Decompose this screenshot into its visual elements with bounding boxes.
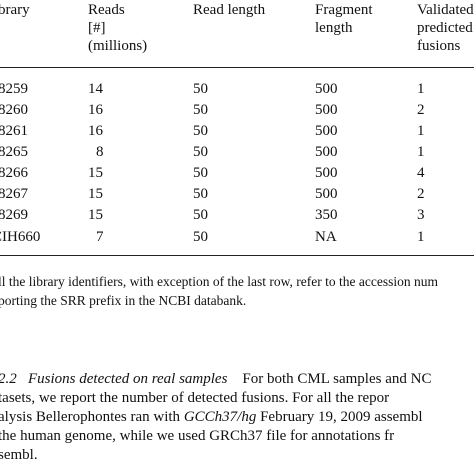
cell-fusions: 2	[417, 186, 425, 202]
cell-fusions: 1	[417, 229, 425, 245]
cell-fragment-length: 500	[315, 81, 338, 97]
cell-reads: 16	[88, 123, 103, 139]
cell-read-length: 50	[193, 207, 208, 223]
cell-library: 8261	[0, 123, 28, 139]
table-bottom-rule	[0, 255, 474, 256]
cell-fragment-length: 500	[315, 123, 338, 139]
cell-fusions: 4	[417, 165, 425, 181]
header-fragment-length: Fragment length	[315, 2, 373, 36]
section-heading-line: 2.2 Fusions detected on real samples For…	[0, 370, 474, 389]
cell-library: 8265	[0, 144, 28, 160]
cell-fragment-length: 350	[315, 207, 338, 223]
cell-reads: 7	[96, 229, 104, 245]
cell-reads: 16	[88, 102, 103, 118]
cell-fragment-length: 500	[315, 102, 338, 118]
cell-reads: 8	[96, 144, 104, 160]
cell-fragment-length: 500	[315, 165, 338, 181]
cell-fusions: 3	[417, 207, 425, 223]
section-paragraph: 2.2 Fusions detected on real samples For…	[0, 370, 474, 465]
cell-library: 8269	[0, 207, 28, 223]
cell-read-length: 50	[193, 144, 208, 160]
cell-reads: 14	[88, 81, 103, 97]
header-library: brary	[0, 2, 30, 18]
cell-library: CIH660	[0, 229, 41, 245]
cell-fragment-length: 500	[315, 186, 338, 202]
paragraph-text: For both CML samples and NC	[242, 371, 432, 387]
table-footnote: ll the library identifiers, with excepti…	[0, 272, 474, 310]
cell-reads: 15	[88, 186, 103, 202]
cell-read-length: 50	[193, 165, 208, 181]
cell-read-length: 50	[193, 229, 208, 245]
cell-library: 8260	[0, 102, 28, 118]
paragraph-line: sembl.	[0, 447, 38, 463]
cell-fragment-length: NA	[315, 229, 337, 245]
cell-read-length: 50	[193, 102, 208, 118]
paragraph-line: tasets, we report the number of detected…	[0, 390, 390, 406]
cell-library: 8266	[0, 165, 28, 181]
cell-fragment-length: 500	[315, 144, 338, 160]
paragraph-line: alysis Bellerophontes ran with GCCh37/hg…	[0, 409, 423, 425]
cell-library: 8267	[0, 186, 28, 202]
section-number: 2.2	[0, 371, 17, 387]
cell-fusions: 1	[417, 81, 425, 97]
cell-reads: 15	[88, 165, 103, 181]
header-reads: Reads [#] (millions)	[88, 2, 148, 54]
table-header-rule	[0, 67, 474, 68]
header-read-length: Read length	[193, 2, 266, 18]
cell-reads: 15	[88, 207, 103, 223]
paragraph-line: the human genome, while we used GRCh37 f…	[0, 428, 395, 444]
section-title: Fusions detected on real samples	[28, 371, 228, 387]
cell-fusions: 1	[417, 123, 425, 139]
cell-read-length: 50	[193, 81, 208, 97]
cell-library: 8259	[0, 81, 28, 97]
header-validated-fusions: Validated predicted fusions	[417, 2, 474, 54]
footnote-line: ll the library identifiers, with excepti…	[0, 274, 438, 289]
cell-fusions: 1	[417, 144, 425, 160]
footnote-line: porting the SRR prefix in the NCBI datab…	[0, 293, 247, 308]
assembly-name: GCCh37/hg	[183, 409, 257, 425]
cell-read-length: 50	[193, 123, 208, 139]
cell-fusions: 2	[417, 102, 425, 118]
cell-read-length: 50	[193, 186, 208, 202]
